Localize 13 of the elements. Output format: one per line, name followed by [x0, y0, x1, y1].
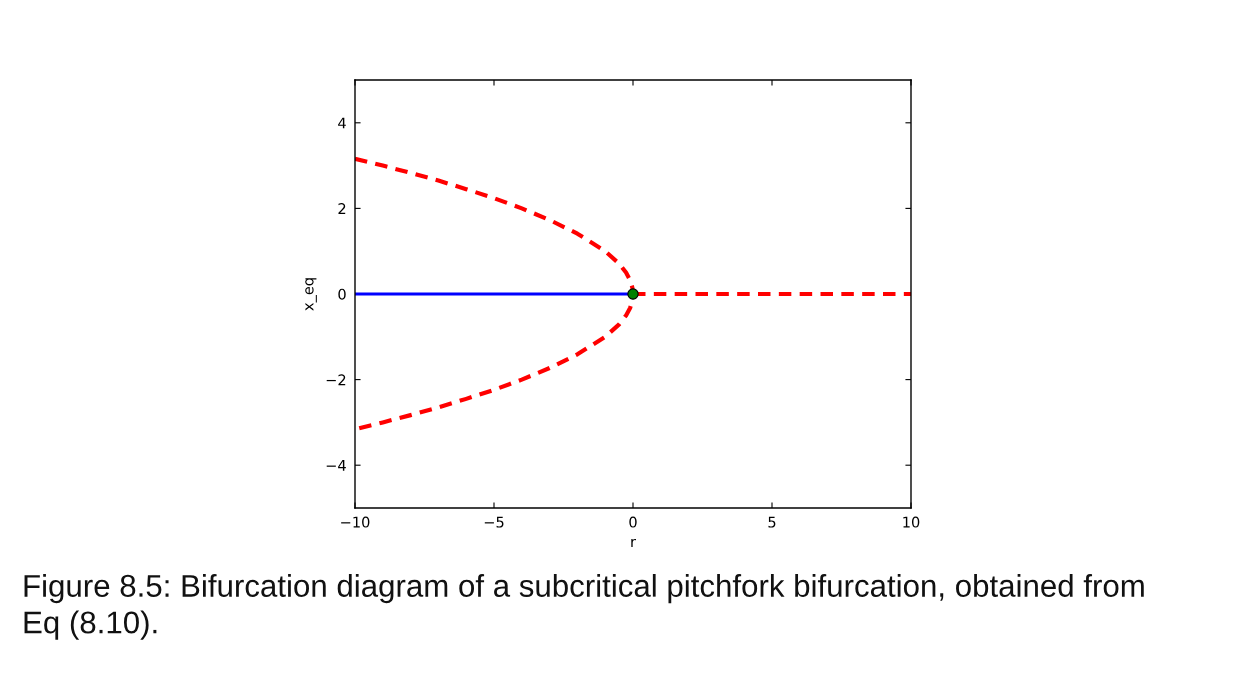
x-tick-label: 5 [768, 516, 776, 528]
y-tick-label: 0 [338, 288, 346, 300]
x-tick-label: −10 [341, 516, 370, 528]
y-tick-label: 2 [338, 203, 346, 214]
y-tick-label: 4 [338, 117, 346, 129]
y-tick-label: −4 [326, 460, 346, 471]
x-tick-label: −5 [484, 516, 504, 528]
y-tick-label: −2 [326, 374, 346, 386]
x-tick-label: 10 [903, 516, 920, 528]
y-axis-title: x_eq [305, 278, 317, 311]
x-axis-title: r [631, 538, 636, 548]
caption: Figure 8.5: Bifurcation diagram of a subcritical pitchfork bifurcation, obtained from Eq (8.10). [24, 574, 1144, 640]
x-tick-label: 0 [629, 516, 637, 528]
